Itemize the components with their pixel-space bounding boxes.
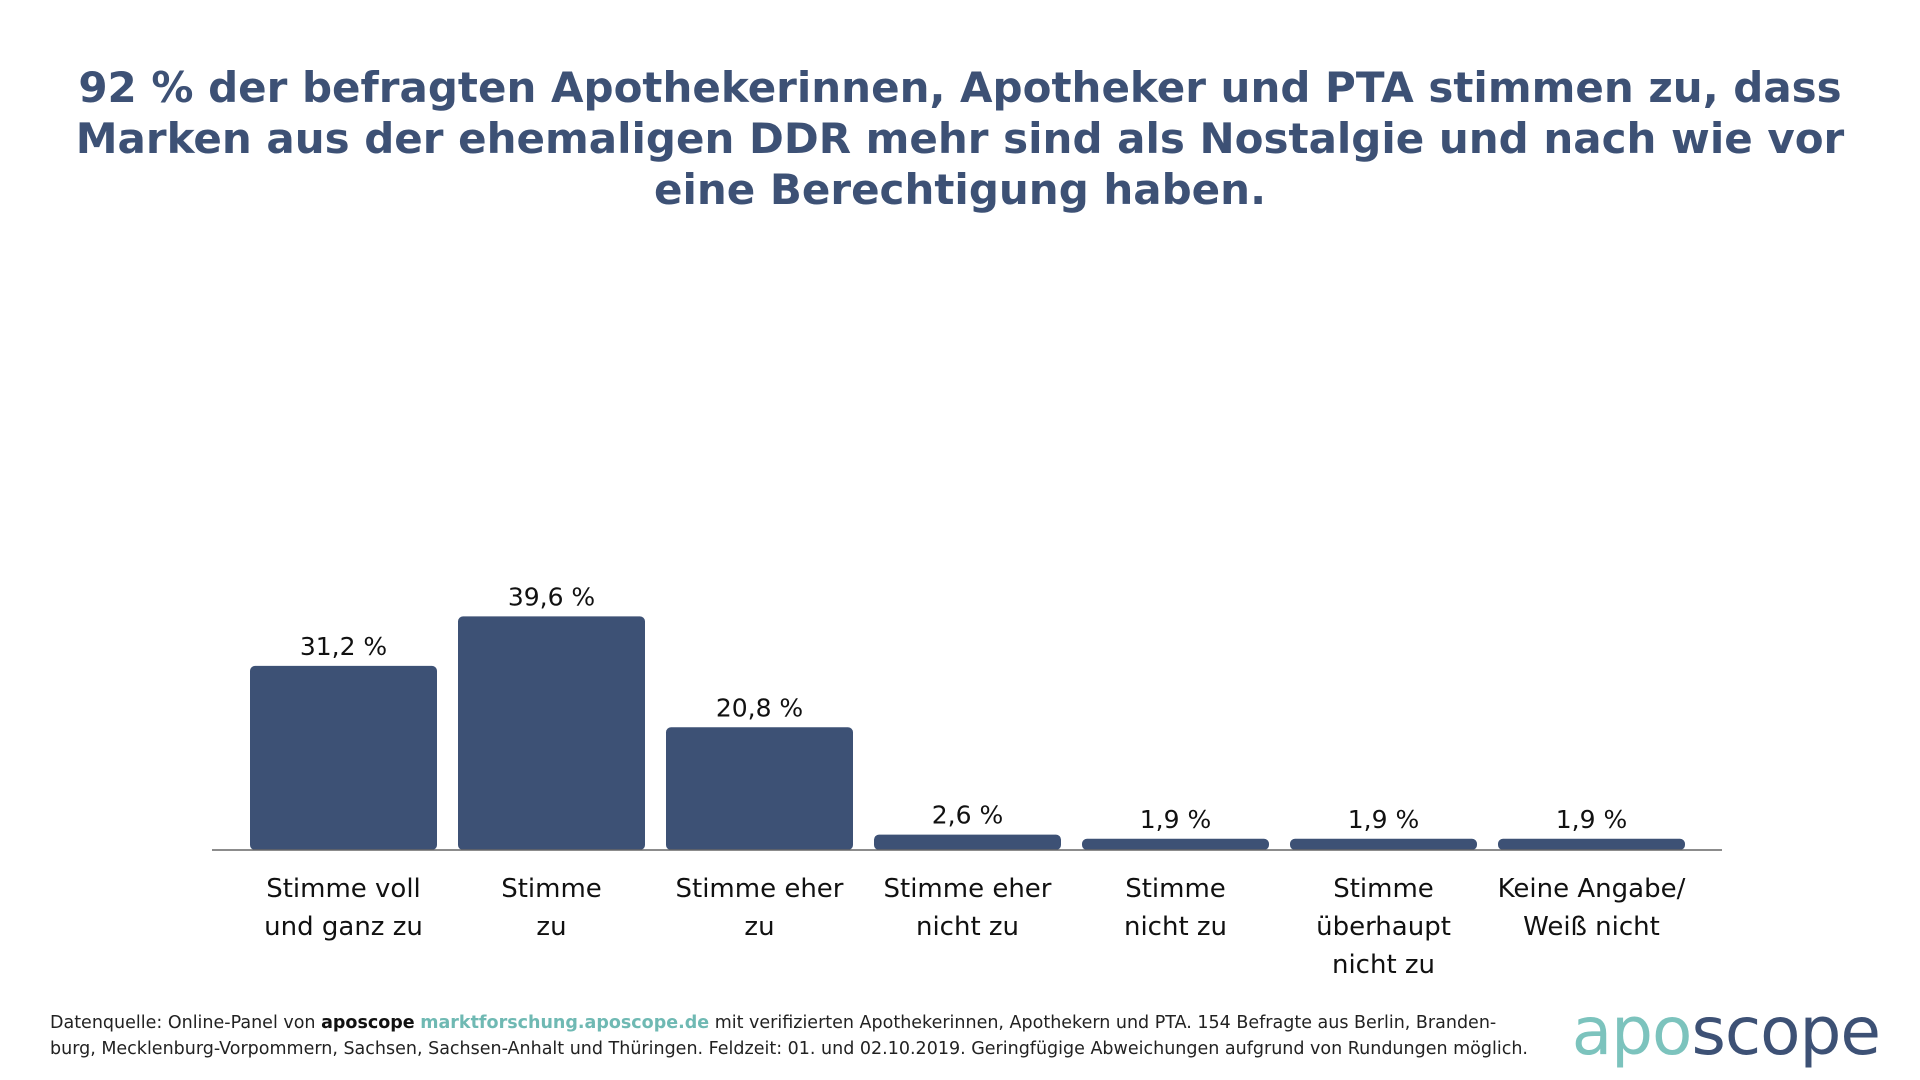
- aposcope-logo: aposcope: [1571, 992, 1881, 1072]
- source-link[interactable]: marktforschung.aposcope.de: [420, 1013, 710, 1033]
- value-label-2: 39,6 %: [508, 582, 595, 611]
- value-label-1: 31,2 %: [300, 632, 387, 661]
- logo-part-apo: apo: [1571, 993, 1693, 1070]
- value-label-7: 1,9 %: [1556, 805, 1627, 834]
- logo-part-scope: scope: [1691, 993, 1881, 1070]
- value-label-3: 20,8 %: [716, 693, 803, 722]
- source-prefix: Datenquelle: Online-Panel von: [50, 1013, 322, 1033]
- source-line1-rest: mit verifizierten Apothekerinnen, Apothe…: [709, 1013, 1497, 1033]
- bar-2: [458, 616, 645, 850]
- value-label-6: 1,9 %: [1348, 805, 1419, 834]
- source-line2: burg, Mecklenburg-Vorpommern, Sachsen, S…: [50, 1039, 1528, 1059]
- category-label-2: Stimme zu: [501, 874, 602, 942]
- chart-title: 92 % der befragten Apothekerinnen, Apoth…: [75, 63, 1845, 214]
- source-brand: aposcope: [321, 1013, 415, 1033]
- bar-3: [666, 727, 853, 850]
- category-label-6: Stimme überhaupt nicht zu: [1316, 874, 1451, 980]
- bar-4: [874, 834, 1061, 850]
- value-label-4: 2,6 %: [932, 801, 1003, 830]
- category-label-4: Stimme eher nicht zu: [884, 874, 1052, 942]
- bar-1: [250, 665, 437, 850]
- bar-5: [1082, 838, 1269, 850]
- value-label-5: 1,9 %: [1140, 805, 1211, 834]
- bar-6: [1290, 838, 1477, 850]
- category-label-7: Keine Angabe/Weiß nicht: [1498, 874, 1686, 942]
- data-source-note: Datenquelle: Online-Panel von aposcope m…: [50, 1010, 1530, 1062]
- bar-7: [1498, 838, 1685, 850]
- category-label-3: Stimme eher zu: [676, 874, 844, 942]
- category-label-5: Stimme nicht zu: [1124, 874, 1227, 942]
- category-label-1: Stimme voll und ganz zu: [264, 874, 423, 942]
- bar-chart: 31,2 % 39,6 % 20,8 % 2,6 % 1,9 % 1,9 % 1,9 % S…: [212, 582, 1722, 980]
